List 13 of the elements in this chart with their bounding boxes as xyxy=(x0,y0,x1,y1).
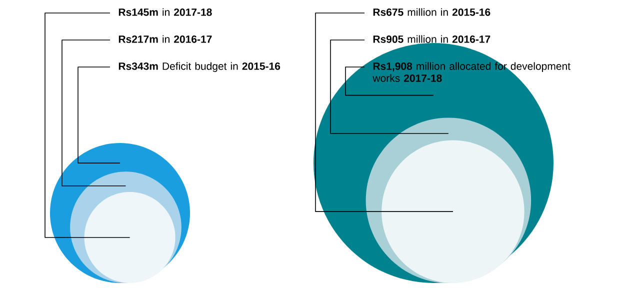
data-label: Rs145m xyxy=(118,8,158,16)
category-label: million allocated for development xyxy=(416,62,570,72)
category-label: million in 2015-16 xyxy=(408,8,490,16)
category-label: million in 2016-17 xyxy=(408,35,490,43)
data-label: Rs1,908 xyxy=(373,62,412,72)
category-label: works 2017-18 xyxy=(372,74,442,82)
category-label: in 2017-18 xyxy=(162,8,212,16)
category-label: Deficit budget in 2015-16 xyxy=(162,62,280,72)
data-label: Rs343m xyxy=(118,62,158,70)
data-label: Rs675 xyxy=(373,8,404,16)
data-label: Rs217m xyxy=(118,35,158,43)
category-label: in 2016-17 xyxy=(162,35,212,43)
data-label: Rs905 xyxy=(373,35,404,43)
